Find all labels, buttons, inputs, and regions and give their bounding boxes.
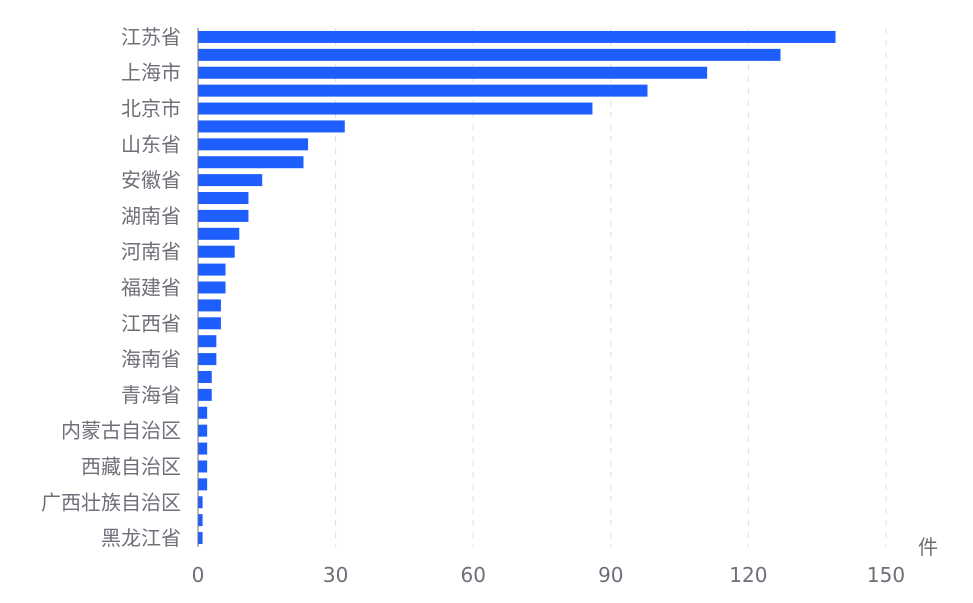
bar[interactable] (198, 514, 203, 527)
category-label: 上海市 (121, 61, 181, 85)
category-label: 海南省 (121, 347, 181, 371)
category-label: 山东省 (121, 132, 181, 156)
bar[interactable] (198, 424, 208, 437)
unit-label: 件 (918, 535, 938, 559)
bar[interactable] (198, 209, 249, 222)
x-tick-label: 60 (460, 563, 485, 587)
x-tick-label: 30 (323, 563, 348, 587)
bar[interactable] (198, 66, 708, 79)
bar[interactable] (198, 353, 217, 366)
category-label: 安徽省 (121, 168, 181, 192)
bar[interactable] (198, 317, 221, 330)
bar[interactable] (198, 245, 235, 258)
bar[interactable] (198, 478, 208, 491)
bar[interactable] (198, 263, 226, 276)
x-tick-label: 120 (729, 563, 767, 587)
bar[interactable] (198, 388, 212, 401)
category-label: 青海省 (121, 383, 181, 407)
bar[interactable] (198, 156, 304, 169)
bar[interactable] (198, 102, 593, 115)
category-label: 北京市 (121, 97, 181, 121)
x-tick-label: 0 (192, 563, 205, 587)
category-label: 西藏自治区 (81, 454, 181, 478)
x-tick-label: 150 (867, 563, 905, 587)
bar[interactable] (198, 442, 208, 455)
category-label: 内蒙古自治区 (61, 419, 181, 443)
category-label: 湖南省 (121, 204, 181, 228)
category-label: 江苏省 (121, 25, 181, 49)
bar[interactable] (198, 370, 212, 383)
bar[interactable] (198, 30, 836, 43)
bar[interactable] (198, 460, 208, 473)
bar[interactable] (198, 84, 648, 97)
bar[interactable] (198, 48, 781, 61)
tick-labels: 0 30 60 90 120 150 (192, 563, 905, 587)
category-label: 黑龙江省 (101, 526, 181, 550)
bar[interactable] (198, 138, 309, 151)
bar[interactable] (198, 192, 249, 205)
bar[interactable] (198, 496, 203, 509)
category-labels: 江苏省上海市北京市山东省安徽省湖南省河南省福建省江西省海南省青海省内蒙古自治区西… (41, 25, 181, 550)
bar[interactable] (198, 227, 240, 240)
bar[interactable] (198, 532, 203, 545)
x-tick-label: 90 (598, 563, 623, 587)
category-label: 江西省 (121, 311, 181, 335)
bar[interactable] (198, 174, 263, 187)
category-label: 广西壮族自治区 (41, 490, 181, 514)
bar[interactable] (198, 406, 208, 419)
bar[interactable] (198, 335, 217, 348)
bars (198, 30, 836, 545)
category-label: 福建省 (121, 276, 181, 300)
bar[interactable] (198, 281, 226, 294)
category-label: 河南省 (121, 240, 181, 264)
bar[interactable] (198, 299, 221, 312)
bar[interactable] (198, 120, 345, 133)
